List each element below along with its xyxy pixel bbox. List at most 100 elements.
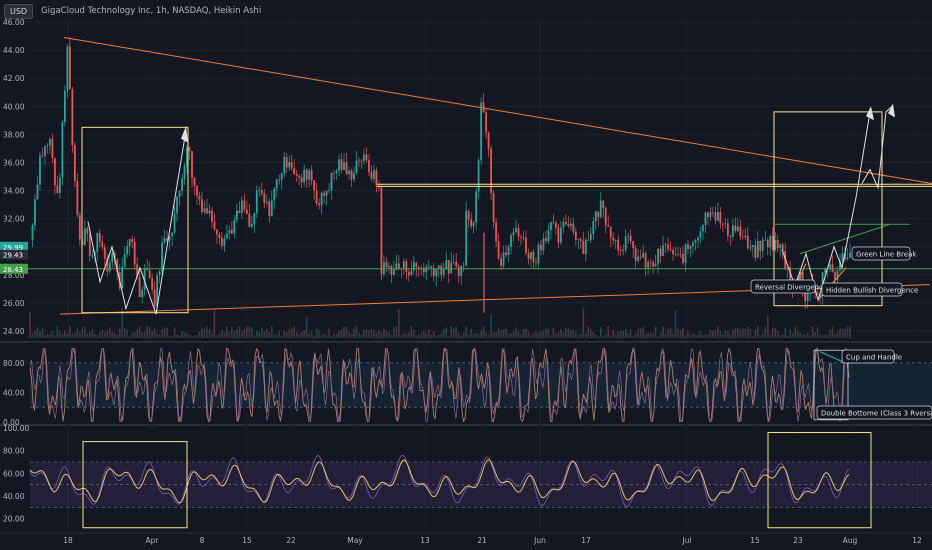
volume-bar [839,328,841,338]
candle-body [624,236,627,250]
volume-bar [667,328,669,338]
volume-bar [298,334,300,338]
volume-bar [318,330,320,338]
volume-bar [310,330,313,338]
candle-body [365,154,368,160]
volume-bar [86,333,89,338]
candle-body [542,238,545,251]
volume-bar [674,310,677,338]
volume-bar [687,331,689,338]
candle-body [422,268,425,273]
price-ytick-label: 34.00 [3,187,25,196]
candle-body [412,262,415,271]
volume-bar [241,331,243,338]
candle-body [427,266,430,268]
candle-body [477,160,480,192]
volume-bar [472,333,475,338]
candle-body [746,235,749,249]
candle-body [121,266,124,289]
time-axis-label: Aug [843,536,858,545]
volume-bar [111,331,114,338]
price-ytick-label: 42.00 [3,74,25,83]
candle-body [507,246,510,256]
candle-body [587,240,590,241]
volume-bar [236,329,238,338]
candle-body [599,200,602,218]
volume-bar [599,327,602,338]
volume-bar [647,333,649,338]
volume-bar [774,327,777,338]
candle-body [86,228,89,234]
candle-body [328,190,330,191]
candle-body [764,239,767,241]
volume-bar [557,332,560,338]
volume-bar [754,329,757,338]
currency-badge[interactable]: USD [4,3,34,19]
volume-bar [684,334,687,338]
volume-bar [275,334,278,338]
volume-bar [744,328,747,338]
stoch-divergence-line [819,351,846,364]
volume-bar [505,328,507,338]
candle-body [255,190,258,214]
stoch-ytick-label: 0.00 [3,418,20,427]
volume-bar [766,315,769,338]
candle-body [63,90,66,123]
price-label: 29.99 [3,244,23,252]
time-axis-label: 17 [581,536,591,545]
volume-bar [507,333,510,338]
price-label-bg [0,249,28,260]
volume-bar [570,330,572,338]
candle-body [320,192,323,206]
volume-bar [270,326,273,338]
volume-bar [166,327,168,338]
annotation-green-line-break: Green Line Break [856,251,917,259]
volume-bar [181,331,183,338]
candle-body [388,265,390,268]
candle-body [392,269,395,275]
candle-body [679,253,682,255]
candle-body [672,249,674,255]
candle-body [46,145,49,147]
volume-bar [497,327,500,338]
volume-bar [742,328,744,338]
volume-bar [482,326,485,338]
candle-body [726,223,729,237]
stoch-d-line [29,347,850,422]
candle-body [268,201,271,217]
time-axis-label: 21 [477,536,487,545]
candle-body [201,199,203,212]
volume-bar [293,326,295,338]
candle-body [141,289,144,297]
symbol-title: GigaCloud Technology Inc, 1h, NASDAQ, He… [41,6,262,16]
volume-bar [216,335,218,338]
volume-bar [253,335,256,338]
volume-bar [388,332,390,338]
time-axis-label: 13 [420,536,430,545]
volume-bar [609,335,612,338]
volume-bar [285,332,288,338]
candle-body [285,156,288,168]
candle-body [751,244,754,248]
candle-body [667,244,669,250]
candle-body [749,247,752,249]
candle-body [594,211,597,222]
volume-bar [834,334,836,338]
price-label: 29.43 [3,252,23,260]
trend-line [799,223,891,255]
volume-bar [188,334,191,338]
candle-body [664,244,667,246]
volume-bar [447,335,450,338]
volume-bar [806,333,809,338]
volume-bar [492,332,495,338]
annotation-double-bottom-box [816,405,932,420]
candle-body [78,215,81,240]
candle-body [407,272,410,276]
annotation-hidden-bullish-divergence: Hidden Bullish Divergence [826,287,918,295]
volume-bar [91,329,94,338]
volume-bar [193,335,196,338]
annotation-reversal-divergence-box [750,279,816,294]
candle-body [96,233,99,253]
volume-bar [313,335,315,338]
